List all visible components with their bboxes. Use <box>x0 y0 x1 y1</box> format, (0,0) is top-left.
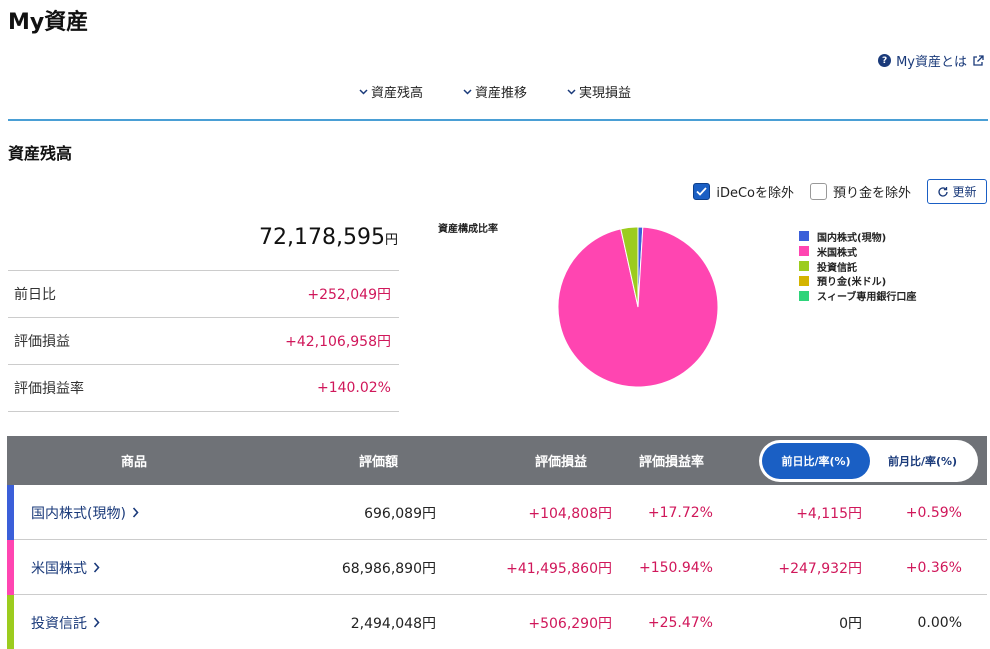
chart-legend: 国内株式(現物) 米国株式 投資信託 預り金(米ドル) スィーブ専用銀行口座 <box>799 229 916 303</box>
row-day-rate: +0.59% <box>905 504 962 521</box>
external-link-icon <box>973 54 984 66</box>
total-assets: 72,178,595円 <box>8 225 398 250</box>
anchor-link-label: 実現損益 <box>579 86 632 101</box>
filter-options: iDeCoを除外 預り金を除外 更新 <box>693 179 987 204</box>
legend-item: 米国株式 <box>799 244 916 259</box>
anchor-link-balance[interactable]: 資産残高 <box>359 82 423 101</box>
row-product-name: 投資信託 <box>31 615 87 632</box>
toggle-month-comparison[interactable]: 前月比/率(%) <box>887 455 958 468</box>
row-color-bar <box>7 595 14 649</box>
header-product: 商品 <box>121 455 148 470</box>
legend-swatch <box>799 231 809 242</box>
row-gain-rate: +17.72% <box>647 504 713 521</box>
summary-value: +42,106,958円 <box>285 334 391 350</box>
total-assets-unit: 円 <box>384 233 398 248</box>
row-day-change: +247,932円 <box>778 560 862 577</box>
checkbox-checked-icon <box>693 183 711 200</box>
row-valuation: 68,986,890円 <box>341 560 436 577</box>
table-header: 商品 評価額 評価損益 評価損益率 前日比/率(%) 前月比/率(%) <box>7 436 987 485</box>
anchor-nav: 資産残高 資産推移 実現損益 <box>0 82 990 101</box>
refresh-label: 更新 <box>952 185 977 199</box>
toggle-day-comparison[interactable]: 前日比/率(%) <box>762 443 870 479</box>
chevron-right-icon <box>93 617 100 628</box>
anchor-link-realized[interactable]: 実現損益 <box>567 82 631 101</box>
chevron-down-icon <box>359 88 368 95</box>
summary-value: +140.02% <box>316 380 391 396</box>
help-icon: ? <box>878 54 892 67</box>
anchor-link-trend[interactable]: 資産推移 <box>463 82 527 101</box>
anchor-link-label: 資産残高 <box>370 86 423 101</box>
row-day-rate: +0.36% <box>905 559 962 576</box>
pie-slice <box>620 227 639 308</box>
help-link[interactable]: ? My資産とは <box>878 51 984 70</box>
total-assets-value: 72,178,595 <box>259 225 385 250</box>
chart-title: 資産構成比率 <box>438 224 498 235</box>
holdings-table: 商品 評価額 評価損益 評価損益率 前日比/率(%) 前月比/率(%) 国内株式… <box>7 436 987 649</box>
comparison-toggle: 前日比/率(%) 前月比/率(%) <box>759 440 978 482</box>
table-row: 米国株式 68,986,890円 +41,495,860円 +150.94% +… <box>7 540 987 595</box>
table-row: 国内株式(現物) 696,089円 +104,808円 +17.72% +4,1… <box>7 485 987 540</box>
section-title: 資産残高 <box>8 144 73 163</box>
summary-row-day-change: 前日比 +252,049円 <box>8 271 399 318</box>
row-product-link[interactable]: 投資信託 <box>31 595 100 649</box>
row-day-rate: 0.00% <box>917 614 962 631</box>
legend-item: 預り金(米ドル) <box>799 273 916 288</box>
table-row: 投資信託 2,494,048円 +506,290円 +25.47% 0円 0.0… <box>7 595 987 649</box>
legend-label: 投資信託 <box>817 262 857 274</box>
allocation-pie-chart <box>558 227 718 387</box>
chevron-down-icon <box>463 88 472 95</box>
legend-item: 国内株式(現物) <box>799 229 916 244</box>
legend-label: 国内株式(現物) <box>817 232 887 244</box>
summary-value: +252,049円 <box>307 287 391 303</box>
row-product-name: 国内株式(現物) <box>31 505 126 522</box>
summary-label: 評価損益率 <box>14 381 84 397</box>
ideco-exclude-label: iDeCoを除外 <box>716 186 794 201</box>
legend-swatch <box>799 275 809 286</box>
row-gain: +41,495,860円 <box>506 560 612 577</box>
row-product-link[interactable]: 米国株式 <box>31 540 100 595</box>
refresh-button[interactable]: 更新 <box>927 179 987 204</box>
row-gain-rate: +25.47% <box>647 614 713 631</box>
row-color-bar <box>7 485 14 540</box>
row-gain-rate: +150.94% <box>638 559 713 576</box>
legend-label: 米国株式 <box>817 247 857 259</box>
deposit-exclude-label: 預り金を除外 <box>832 186 911 201</box>
summary-row-gain: 評価損益 +42,106,958円 <box>8 318 399 365</box>
legend-swatch <box>799 290 809 301</box>
row-valuation: 696,089円 <box>364 505 436 522</box>
row-day-change: 0円 <box>839 615 862 632</box>
summary-label: 前日比 <box>14 287 56 303</box>
chevron-right-icon <box>93 562 100 573</box>
legend-label: 預り金(米ドル) <box>817 277 887 289</box>
summary-row-gain-rate: 評価損益率 +140.02% <box>8 365 399 412</box>
row-gain: +104,808円 <box>528 505 612 522</box>
legend-item: 投資信託 <box>799 259 916 274</box>
page-title: My資産 <box>8 10 89 35</box>
section-divider <box>8 119 988 121</box>
summary-table: 前日比 +252,049円 評価損益 +42,106,958円 評価損益率 +1… <box>8 270 399 412</box>
legend-label: スィーブ専用銀行口座 <box>817 292 917 304</box>
refresh-icon <box>938 186 949 197</box>
anchor-link-label: 資産推移 <box>474 86 527 101</box>
checkbox-unchecked-icon <box>809 183 827 200</box>
header-gain: 評価損益 <box>535 455 588 470</box>
row-color-bar <box>7 540 14 595</box>
header-valuation: 評価額 <box>359 455 399 470</box>
deposit-exclude-checkbox[interactable]: 預り金を除外 <box>809 182 911 201</box>
chevron-right-icon <box>132 507 139 518</box>
row-product-link[interactable]: 国内株式(現物) <box>31 485 139 540</box>
row-gain: +506,290円 <box>528 615 612 632</box>
legend-swatch <box>799 260 809 271</box>
ideco-exclude-checkbox[interactable]: iDeCoを除外 <box>693 182 794 201</box>
legend-item: スィーブ専用銀行口座 <box>799 288 916 303</box>
row-day-change: +4,115円 <box>796 505 862 522</box>
legend-swatch <box>799 246 809 257</box>
summary-label: 評価損益 <box>14 334 70 350</box>
header-gain-rate: 評価損益率 <box>639 455 705 470</box>
help-link-label: My資産とは <box>896 55 967 70</box>
row-product-name: 米国株式 <box>31 560 87 577</box>
chevron-down-icon <box>567 88 576 95</box>
row-valuation: 2,494,048円 <box>350 615 436 632</box>
